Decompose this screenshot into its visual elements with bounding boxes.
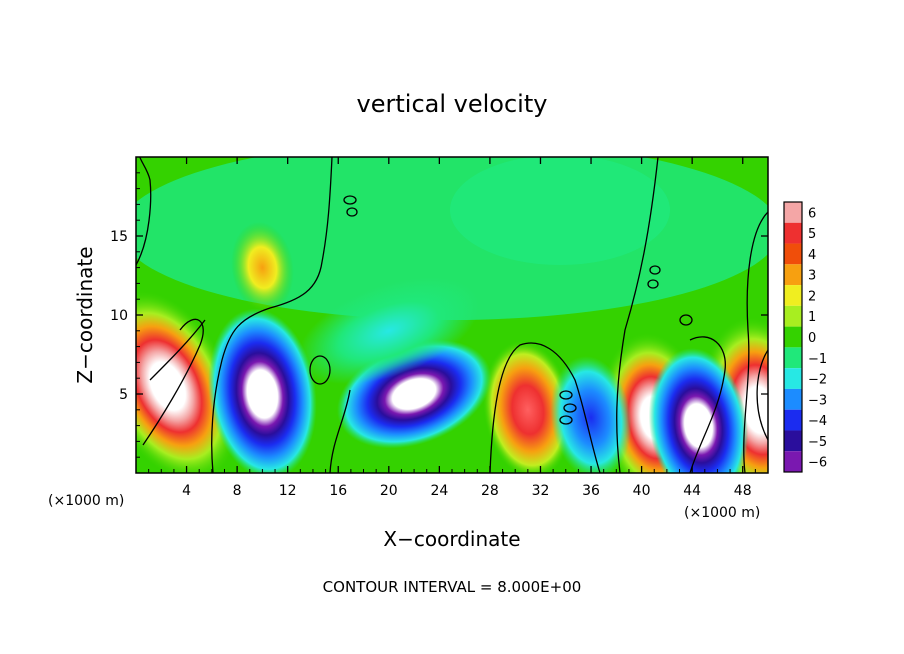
x-unit-left: (×1000 m)	[48, 493, 124, 509]
contour-line	[559, 415, 573, 425]
x-tick-label: 40	[633, 483, 651, 499]
contour-line	[149, 319, 206, 381]
contour-line	[563, 403, 577, 413]
contour-line	[743, 211, 768, 473]
x-tick-label: 48	[734, 483, 752, 499]
colorbar-label: −4	[808, 414, 827, 429]
contour-line	[689, 336, 726, 473]
x-tick-label: 20	[380, 483, 398, 499]
contour-line	[343, 195, 357, 205]
velocity-cell-downdraft-7	[550, 356, 632, 473]
contour-line	[489, 342, 601, 473]
contour-line	[649, 265, 661, 275]
colorbar-swatch	[784, 409, 802, 431]
contour-line	[329, 389, 351, 473]
colorbar-label: 4	[808, 248, 816, 263]
contour-line	[616, 157, 659, 473]
x-axis: 4 8 12 16 20 24 28 32 36 40 44 48	[148, 157, 756, 499]
contour-interval-label: CONTOUR INTERVAL = 8.000E+00	[323, 578, 582, 596]
x-tick-label: 8	[233, 483, 242, 499]
chart-title: vertical velocity	[357, 90, 548, 118]
y-axis: 5 10 15	[110, 172, 768, 458]
x-axis-title: X−coordinate	[383, 527, 520, 551]
y-axis-title: Z−coordinate	[73, 246, 97, 383]
x-tick-label: 32	[532, 483, 550, 499]
x-tick-label: 16	[329, 483, 347, 499]
colorbar-frame	[783, 201, 803, 473]
x-tick-label: 44	[683, 483, 701, 499]
colorbar-swatch	[784, 243, 802, 265]
velocity-cell-updraft-4	[231, 221, 294, 314]
colorbar-label: −2	[808, 373, 827, 388]
contour-line	[309, 355, 331, 385]
y-tick-label: 15	[110, 229, 128, 245]
contour-line	[647, 279, 659, 289]
upper-layer-east	[450, 157, 670, 265]
colorbar-label: −6	[808, 456, 827, 471]
y-tick-label: 5	[119, 387, 128, 403]
colorbar-swatch	[784, 305, 802, 327]
colorbar: 6 5 4 3 2 1 0 −1 −2 −3 −4 −5 −6	[783, 201, 827, 473]
colorbar-swatch	[784, 202, 802, 223]
contour-line	[211, 157, 333, 473]
colorbar-swatch	[784, 430, 802, 452]
contour-line	[756, 349, 768, 441]
velocity-cell-downdraft-9	[298, 277, 480, 385]
velocity-cell-downdraft-8	[648, 348, 749, 473]
contour-line	[142, 318, 204, 446]
colorbar-label: −1	[808, 352, 827, 367]
colorbar-swatch	[784, 222, 802, 244]
colorbar-swatch	[784, 264, 802, 286]
colorbar-label: 2	[808, 289, 816, 304]
colorbar-swatch	[784, 285, 802, 306]
x-tick-label: 28	[481, 483, 499, 499]
colorbar-label: 3	[808, 269, 816, 284]
x-tick-label: 12	[279, 483, 297, 499]
velocity-cell-updraft-0	[136, 289, 239, 473]
contour-line	[559, 390, 573, 400]
colorbar-swatch	[784, 368, 802, 389]
colorbar-label: −5	[808, 435, 827, 450]
colorbar-swatch	[784, 388, 802, 410]
contour-line	[679, 314, 693, 326]
colorbar-label: 1	[808, 310, 816, 325]
plot-area	[136, 157, 768, 473]
colorbar-label: 6	[808, 206, 816, 221]
y-tick-label: 10	[110, 308, 128, 324]
x-unit-right: (×1000 m)	[684, 505, 760, 521]
x-tick-label: 24	[430, 483, 448, 499]
colorbar-swatch	[784, 347, 802, 369]
velocity-cell-downdraft-5	[208, 308, 317, 473]
velocity-cell-updraft-1	[482, 340, 573, 473]
x-tick-label: 4	[182, 483, 191, 499]
colorbar-label: −3	[808, 393, 827, 408]
x-tick-label: 36	[582, 483, 600, 499]
colorbar-swatch	[784, 326, 802, 348]
contour-lines	[136, 157, 768, 473]
contour-line	[346, 207, 358, 217]
colorbar-label: 5	[808, 227, 816, 242]
contour-line	[136, 157, 152, 266]
colorbar-swatch	[784, 451, 802, 472]
colorbar-label: 0	[808, 331, 816, 346]
